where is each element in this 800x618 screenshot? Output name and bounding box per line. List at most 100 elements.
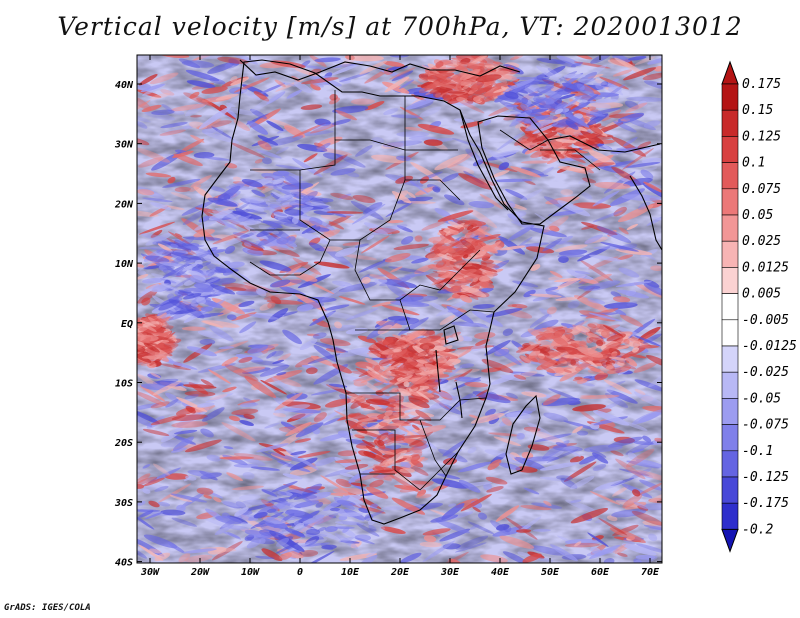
velocity-streak [330, 168, 356, 176]
velocity-streak [327, 63, 358, 69]
velocity-streak [469, 524, 479, 530]
velocity-streak [209, 394, 228, 401]
velocity-streak [499, 535, 535, 549]
velocity-streak [300, 104, 323, 110]
velocity-streak [170, 447, 187, 453]
lake-victoria [443, 325, 459, 345]
velocity-streak [384, 76, 410, 93]
velocity-streak [310, 388, 343, 396]
colorbar-label: -0.2 [742, 522, 773, 537]
velocity-streak [487, 459, 502, 471]
velocity-streak [594, 372, 608, 381]
velocity-streak [540, 365, 556, 374]
x-tick-label: 60E [591, 567, 610, 578]
velocity-streak [178, 245, 205, 249]
velocity-streak [555, 366, 565, 374]
velocity-streak [472, 277, 479, 283]
colorbar-swatch [721, 83, 739, 111]
velocity-streak [549, 225, 560, 232]
velocity-streak [359, 60, 388, 75]
velocity-streak [289, 466, 318, 476]
velocity-streak [137, 476, 158, 485]
velocity-streak [259, 267, 283, 281]
velocity-streak [184, 390, 216, 397]
velocity-streak [648, 369, 662, 388]
velocity-streak [226, 314, 237, 321]
velocity-streak [424, 381, 441, 388]
velocity-streak [612, 498, 629, 502]
velocity-streak [631, 510, 662, 526]
velocity-streak [161, 103, 173, 112]
velocity-streak [502, 328, 513, 336]
velocity-streak [488, 432, 520, 437]
velocity-streak [478, 274, 494, 282]
velocity-streak [187, 470, 217, 478]
velocity-streak [270, 296, 282, 305]
velocity-streak [137, 411, 153, 427]
velocity-streak [205, 393, 234, 403]
velocity-streak [272, 412, 287, 418]
velocity-streak [622, 148, 654, 170]
velocity-streak [365, 551, 378, 558]
velocity-streak [182, 236, 223, 241]
velocity-streak [243, 242, 252, 247]
velocity-streak [587, 323, 597, 328]
velocity-streak [323, 510, 338, 517]
velocity-streak [151, 273, 178, 285]
velocity-streak [637, 470, 654, 479]
velocity-streak [393, 404, 406, 413]
velocity-streak [354, 243, 369, 248]
velocity-streak [496, 131, 525, 151]
velocity-streak [326, 211, 364, 214]
velocity-streak [176, 236, 195, 250]
velocity-streak [458, 173, 493, 190]
velocity-streak [364, 523, 386, 530]
velocity-streak [239, 231, 257, 239]
colorbar-top-arrow [721, 60, 739, 85]
velocity-streak [415, 390, 431, 401]
velocity-streak [174, 233, 183, 238]
velocity-streak [527, 444, 550, 451]
velocity-streak [574, 134, 597, 141]
velocity-streak [435, 260, 447, 268]
velocity-streak [493, 436, 522, 447]
velocity-streak [245, 197, 265, 204]
velocity-streak [480, 97, 493, 102]
velocity-streak [505, 188, 528, 200]
velocity-streak [162, 178, 201, 188]
velocity-streak [455, 535, 489, 550]
velocity-streak [444, 247, 457, 253]
colorbar-label: -0.1 [742, 444, 773, 459]
velocity-streak [481, 244, 502, 252]
velocity-streak [516, 432, 525, 440]
velocity-streak [230, 142, 266, 158]
velocity-streak [610, 450, 624, 457]
velocity-streak [391, 497, 426, 515]
velocity-streak [594, 518, 607, 524]
velocity-streak [348, 413, 370, 420]
velocity-streak [332, 363, 352, 374]
velocity-streak [233, 77, 270, 93]
velocity-streak [228, 348, 243, 355]
velocity-streak [243, 413, 255, 420]
velocity-streak [293, 491, 317, 500]
velocity-streak [524, 144, 541, 155]
velocity-streak [434, 153, 468, 171]
velocity-streak [382, 140, 423, 148]
velocity-streak [169, 494, 193, 503]
velocity-streak [190, 275, 206, 283]
velocity-streak [454, 268, 477, 277]
velocity-streak [289, 457, 318, 471]
velocity-streak [464, 220, 486, 226]
velocity-streak [174, 429, 198, 435]
velocity-streak [556, 235, 573, 245]
velocity-streak [557, 253, 585, 258]
velocity-streak [408, 411, 435, 418]
velocity-streak [395, 420, 406, 426]
velocity-streak [364, 513, 374, 521]
velocity-streak [264, 369, 303, 383]
velocity-streak [538, 81, 550, 85]
velocity-streak [392, 334, 415, 345]
velocity-streak [507, 78, 520, 86]
velocity-streak [626, 223, 639, 231]
